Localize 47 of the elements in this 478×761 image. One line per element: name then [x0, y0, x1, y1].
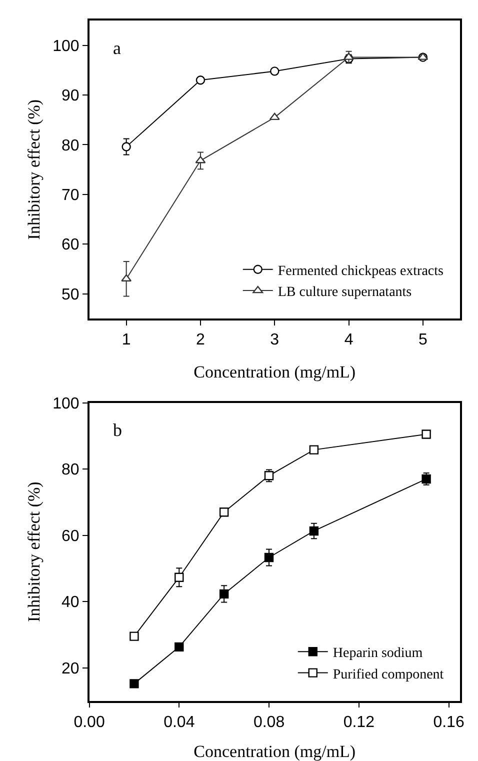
y-axis-title: Inhibitory effect (%)	[24, 482, 44, 622]
legend-label: Heparin sodium	[332, 646, 423, 662]
y-tick-label: 90	[62, 88, 80, 105]
x-tick-label: 0.16	[433, 714, 464, 731]
x-tick-label: 1	[122, 332, 131, 349]
x-tick-label: 0.08	[253, 714, 285, 731]
x-axis-title: Concentration (mg/mL)	[194, 362, 356, 382]
x-tick-label: 2	[196, 332, 206, 349]
x-tick-label: 0.04	[164, 714, 195, 731]
y-tick-label: 60	[62, 528, 80, 545]
legend-label: LB culture supernatants	[278, 285, 412, 300]
point	[344, 52, 354, 60]
y-tick-label: 20	[62, 660, 80, 678]
point	[219, 507, 229, 517]
y-tick-label: 100	[52, 395, 80, 412]
y-tick-label: 50	[62, 286, 80, 304]
point	[309, 526, 319, 536]
point	[174, 572, 184, 582]
y-tick-label: 60	[62, 236, 80, 254]
y-tick-label: 40	[62, 594, 80, 612]
point	[219, 589, 229, 599]
y-tick-label: 80	[62, 137, 80, 154]
legend-label: Purified component	[332, 667, 444, 682]
x-axis-title: Concentration (mg/mL)	[194, 742, 356, 761]
y-tick-label: 70	[62, 187, 80, 204]
annotation: a	[113, 38, 121, 58]
x-tick-label: 3	[270, 332, 280, 349]
x-tick-label: 0.00	[74, 714, 105, 731]
point	[121, 274, 132, 282]
point	[309, 445, 319, 454]
point	[270, 66, 280, 76]
point	[422, 430, 431, 439]
point	[196, 76, 206, 85]
y-tick-label: 80	[62, 462, 80, 479]
point	[130, 679, 139, 688]
legend-label: Fermented chickpeas extracts	[278, 264, 444, 279]
point	[264, 552, 274, 562]
point	[174, 642, 184, 652]
y-tick-label: 100	[52, 38, 80, 55]
x-tick-label: 4	[344, 332, 354, 349]
x-tick-label: 5	[418, 332, 428, 349]
y-axis-title: Inhibitory effect (%)	[24, 99, 44, 240]
x-tick-label: 0.12	[343, 714, 375, 731]
point	[122, 142, 131, 152]
point	[130, 632, 139, 641]
point	[269, 112, 280, 120]
annotation: b	[113, 420, 122, 440]
